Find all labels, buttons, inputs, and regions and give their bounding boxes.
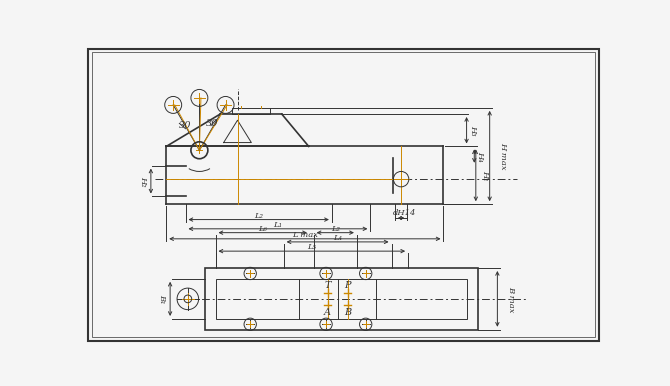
Text: B max: B max <box>507 286 515 312</box>
Text: dH14: dH14 <box>393 210 417 217</box>
Text: P: P <box>344 281 351 290</box>
Text: H₁: H₁ <box>481 170 489 181</box>
Text: B: B <box>344 308 351 317</box>
Text: L₂: L₂ <box>254 212 263 220</box>
Text: 30: 30 <box>180 121 192 130</box>
Text: L max: L max <box>292 231 318 239</box>
Text: H₃: H₃ <box>469 125 477 135</box>
Text: L₄: L₄ <box>333 234 342 242</box>
Text: T: T <box>324 281 331 290</box>
Bar <box>205 268 478 330</box>
Text: L₅: L₅ <box>308 243 316 251</box>
Text: H₄: H₄ <box>476 151 484 161</box>
Text: B₁: B₁ <box>158 294 166 304</box>
Bar <box>216 279 468 319</box>
Text: L₂: L₂ <box>331 225 340 233</box>
Bar <box>232 108 270 114</box>
Text: L₆: L₆ <box>258 225 267 233</box>
Text: 30: 30 <box>206 119 218 128</box>
Text: A: A <box>324 308 331 317</box>
Text: H₂: H₂ <box>139 176 147 186</box>
Text: L₁: L₁ <box>273 221 283 229</box>
Text: H max: H max <box>500 142 508 170</box>
